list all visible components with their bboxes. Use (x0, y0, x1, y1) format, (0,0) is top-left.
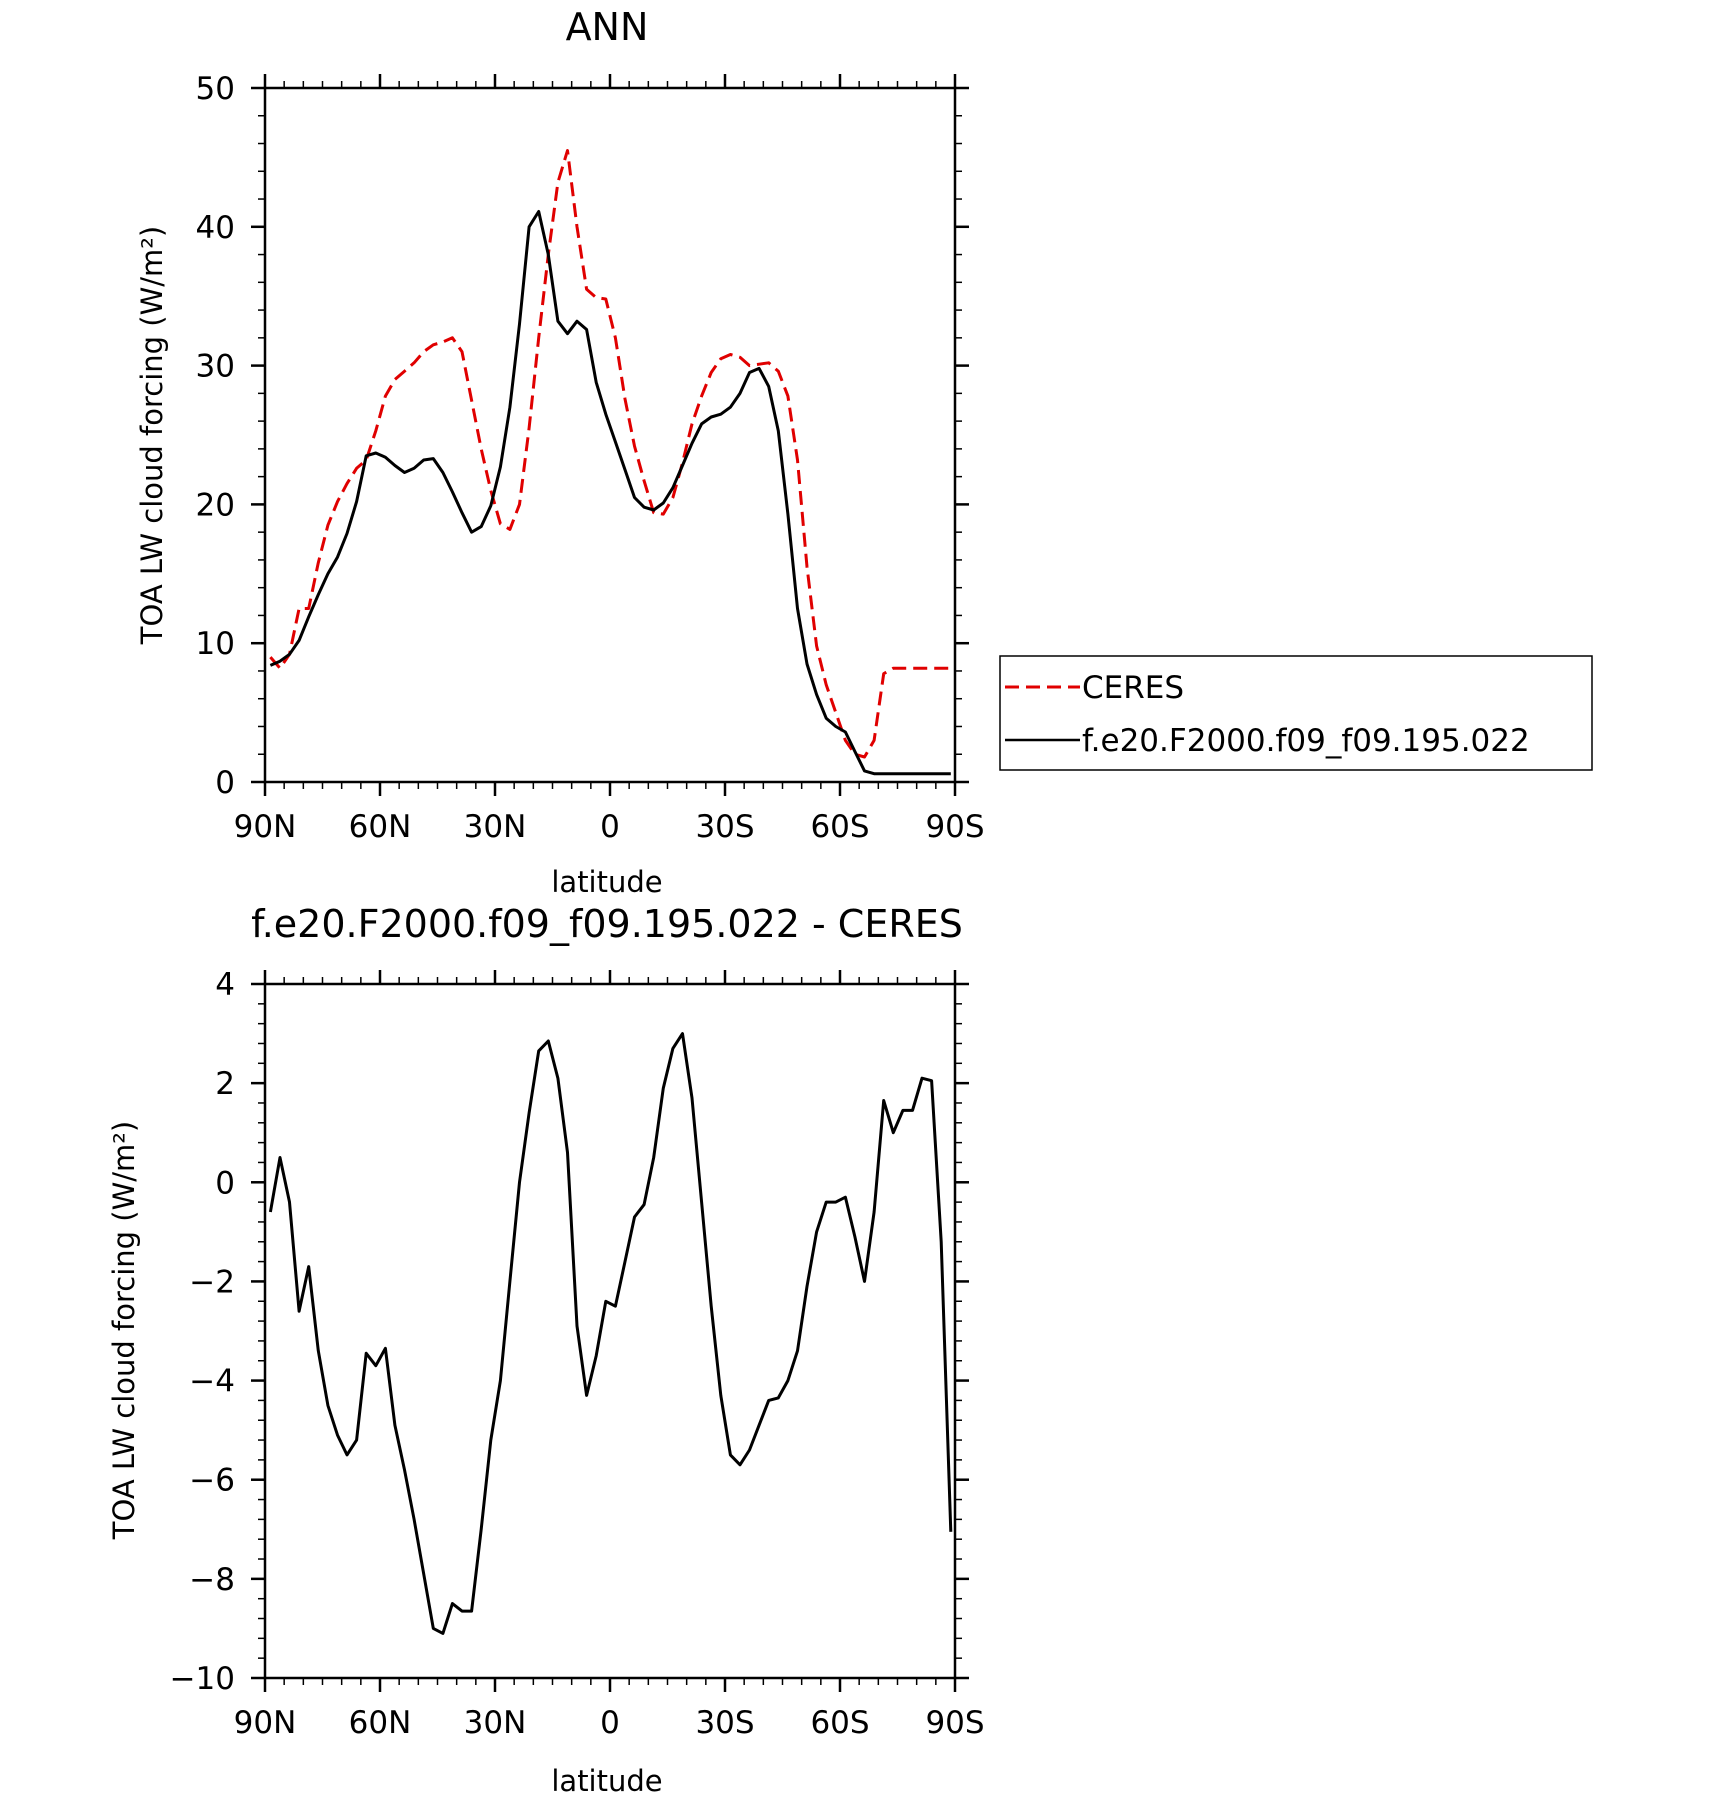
x-tick-label: 30N (464, 809, 527, 845)
legend-model-label: f.e20.F2000.f09_f09.195.022 (1082, 723, 1530, 759)
legend-box (999, 655, 1593, 771)
x-tick-label: 60S (810, 1705, 869, 1741)
series-line-0 (269, 149, 951, 759)
x-tick-label: 60N (349, 1705, 412, 1741)
bottom-axis-ticks (251, 970, 969, 1692)
x-tick-label: 30S (695, 1705, 754, 1741)
series-line-0 (268, 1032, 953, 1635)
top-tick-labels: 90N 60N 30N 0 30S 60S 90S 0 10 20 30 40 50 (196, 71, 985, 845)
y-tick-label: −2 (189, 1264, 235, 1300)
top-chart-title: ANN (566, 5, 649, 49)
top-y-axis-title: TOA LW cloud forcing (W/m²) (135, 226, 169, 645)
legend: CERES f.e20.F2000.f09_f09.195.022 (999, 655, 1593, 771)
bottom-x-axis-title: latitude (551, 1764, 662, 1798)
x-tick-label: 90S (925, 809, 984, 845)
y-tick-label: 20 (196, 487, 235, 523)
y-tick-label: 4 (215, 967, 235, 1003)
x-tick-label: 30S (695, 809, 754, 845)
bottom-plot-frame (263, 982, 957, 1680)
bottom-tick-labels: 90N 60N 30N 0 30S 60S 90S −10 −8 −6 −4 −2 0 2 4 (170, 967, 985, 1741)
top-chart: ANN 90N 60N 30N 0 30S 60S 90S 0 10 20 30 40 50 latit… (135, 5, 1593, 899)
y-tick-label: −4 (189, 1364, 235, 1400)
bottom-chart: f.e20.F2000.f09_f09.195.022 - CERES 90N 6… (107, 902, 985, 1798)
x-tick-label: 60N (349, 809, 412, 845)
x-tick-label: 90N (234, 809, 297, 845)
x-tick-label: 0 (600, 809, 620, 845)
top-axis-ticks (251, 74, 969, 796)
top-plot-frame (263, 86, 957, 784)
y-tick-label: 40 (196, 210, 235, 246)
x-tick-label: 60S (810, 809, 869, 845)
x-tick-label: 30N (464, 1705, 527, 1741)
y-tick-label: 30 (196, 349, 235, 385)
y-tick-label: 50 (196, 71, 235, 107)
y-tick-label: 0 (215, 1165, 235, 1201)
top-series-lines (269, 149, 951, 776)
bottom-chart-title: f.e20.F2000.f09_f09.195.022 - CERES (251, 902, 963, 946)
y-tick-label: −8 (189, 1562, 235, 1598)
bottom-series-lines (268, 1032, 953, 1635)
x-tick-label: 90N (234, 1705, 297, 1741)
y-tick-label: 10 (196, 626, 235, 662)
top-x-axis-title: latitude (551, 865, 662, 899)
y-tick-label: −10 (170, 1661, 235, 1697)
y-tick-label: 2 (215, 1066, 235, 1102)
y-tick-label: −6 (189, 1463, 235, 1499)
bottom-y-axis-title: TOA LW cloud forcing (W/m²) (107, 1121, 141, 1540)
series-line-1 (269, 210, 951, 776)
legend-ceres-label: CERES (1082, 670, 1184, 706)
x-tick-label: 0 (600, 1705, 620, 1741)
y-tick-label: 0 (215, 765, 235, 801)
x-tick-label: 90S (925, 1705, 984, 1741)
